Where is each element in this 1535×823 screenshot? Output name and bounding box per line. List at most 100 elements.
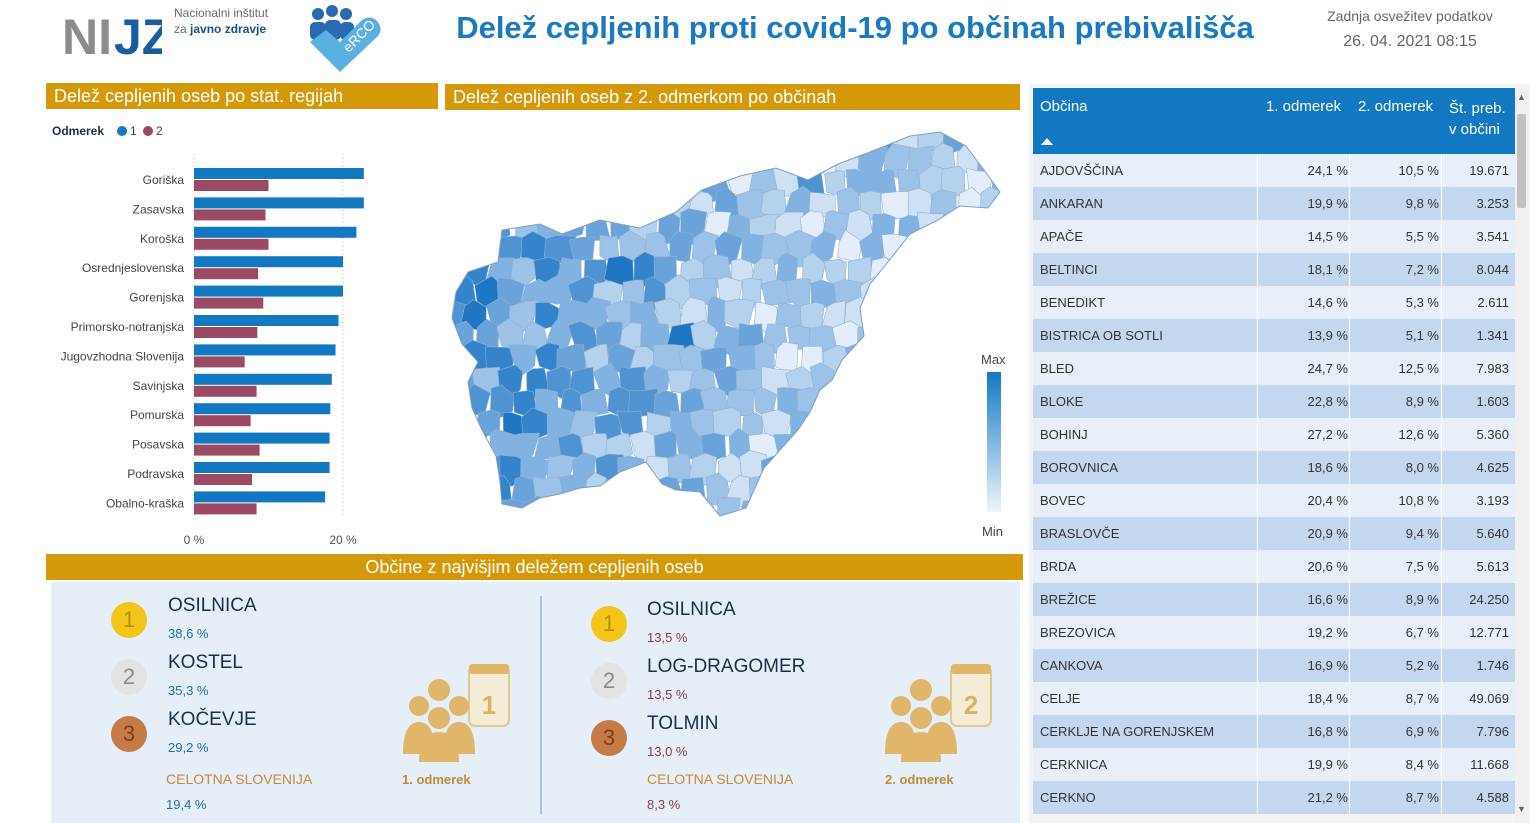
municipality-shape[interactable] <box>882 369 909 396</box>
municipality-shape[interactable] <box>640 186 673 218</box>
municipality-shape[interactable] <box>496 142 522 176</box>
bar-dose1[interactable] <box>194 462 330 473</box>
municipality-shape[interactable] <box>859 454 888 483</box>
table-row[interactable]: CERKNO 21,2 % 8,7 % 4.588 <box>1033 781 1515 814</box>
municipality-shape[interactable] <box>869 517 894 550</box>
municipality-shape[interactable] <box>440 212 465 239</box>
municipality-shape[interactable] <box>905 499 932 525</box>
municipality-shape[interactable] <box>569 186 598 222</box>
municipality-shape[interactable] <box>871 343 897 376</box>
municipality-shape[interactable] <box>618 145 645 181</box>
municipality-shape[interactable] <box>796 123 827 155</box>
municipality-shape[interactable] <box>953 450 982 488</box>
bar-dose1[interactable] <box>194 256 343 268</box>
municipality-shape[interactable] <box>607 522 634 549</box>
municipality-shape[interactable] <box>440 476 467 507</box>
municipality-shape[interactable] <box>946 300 972 329</box>
municipality-shape[interactable] <box>822 476 848 507</box>
municipality-shape[interactable] <box>967 215 996 239</box>
municipality-shape[interactable] <box>785 541 815 552</box>
municipality-shape[interactable] <box>916 211 946 241</box>
scroll-thumb[interactable] <box>1517 114 1526 208</box>
municipality-shape[interactable] <box>787 497 813 527</box>
municipality-shape[interactable] <box>727 126 755 157</box>
municipality-shape[interactable] <box>691 144 720 175</box>
table-row[interactable]: BELTINCI 18,1 % 7,2 % 8.044 <box>1033 253 1515 286</box>
municipality-shape[interactable] <box>593 144 624 179</box>
municipality-shape[interactable] <box>987 298 1020 331</box>
table-row[interactable]: CANKOVA 16,9 % 5,2 % 1.746 <box>1033 649 1515 682</box>
bar-dose1[interactable] <box>194 315 339 326</box>
municipality-shape[interactable] <box>920 257 942 285</box>
regions-bar-chart[interactable]: Odmerek 1 2 0 % 20 % Goriška Zasavska Korošk… <box>46 116 438 552</box>
municipality-shape[interactable] <box>910 320 933 354</box>
municipality-shape[interactable] <box>858 410 888 442</box>
municipality-shape[interactable] <box>904 542 931 552</box>
municipality-shape[interactable] <box>544 494 576 532</box>
municipality-shape[interactable] <box>546 147 570 173</box>
municipality-shape[interactable] <box>559 474 588 509</box>
bar-dose1[interactable] <box>194 491 326 503</box>
municipality-shape[interactable] <box>478 496 504 530</box>
municipality-shape[interactable] <box>654 520 683 552</box>
municipality-shape[interactable] <box>679 476 706 509</box>
municipality-shape[interactable] <box>465 124 492 155</box>
municipality-shape[interactable] <box>898 301 923 333</box>
municipality-shape[interactable] <box>750 521 777 552</box>
bar-dose2[interactable] <box>194 415 251 427</box>
municipality-shape[interactable] <box>940 430 968 465</box>
municipality-shape[interactable] <box>807 410 839 441</box>
municipality-shape[interactable] <box>605 475 636 504</box>
table-row[interactable]: BOVEC 20,4 % 10,8 % 3.193 <box>1033 484 1515 517</box>
bar-dose2[interactable] <box>194 327 258 338</box>
municipality-shape[interactable] <box>1001 495 1020 529</box>
municipality-shape[interactable] <box>930 495 958 525</box>
municipality-shape[interactable] <box>651 120 682 154</box>
municipality-shape[interactable] <box>834 365 861 393</box>
municipality-shape[interactable] <box>894 515 923 551</box>
municipality-shape[interactable] <box>498 543 528 552</box>
bar-dose2[interactable] <box>194 268 259 280</box>
municipality-shape[interactable] <box>940 258 966 287</box>
municipality-shape[interactable] <box>764 545 789 552</box>
municipality-shape[interactable] <box>942 211 970 243</box>
municipality-shape[interactable] <box>664 539 694 552</box>
bar-dose2[interactable] <box>194 385 257 397</box>
municipality-shape[interactable] <box>739 543 767 552</box>
municipality-shape[interactable] <box>561 520 588 550</box>
bar-dose2[interactable] <box>194 180 269 191</box>
municipality-shape[interactable] <box>999 230 1020 267</box>
municipality-shape[interactable] <box>810 146 840 174</box>
table-row[interactable]: BRDA 20,6 % 7,5 % 5.613 <box>1033 550 1515 583</box>
municipality-shape[interactable] <box>510 520 535 548</box>
municipality-shape[interactable] <box>759 494 792 528</box>
municipality-shape[interactable] <box>669 497 695 531</box>
municipality-shape[interactable] <box>965 301 996 329</box>
municipality-shape[interactable] <box>440 518 465 549</box>
municipality-shape[interactable] <box>732 517 753 552</box>
municipality-shape[interactable] <box>942 386 971 418</box>
municipality-shape[interactable] <box>479 541 502 552</box>
municipality-shape[interactable] <box>1005 321 1020 351</box>
municipality-shape[interactable] <box>860 542 884 552</box>
table-header[interactable]: Občina 1. odmerek 2. odmerek Št. preb. v… <box>1033 88 1515 154</box>
table-row[interactable]: ANKARAN 19,9 % 9,8 % 3.253 <box>1033 187 1515 220</box>
municipality-shape[interactable] <box>884 319 910 350</box>
municipality-shape[interactable] <box>929 543 955 552</box>
municipality-shape[interactable] <box>703 127 729 155</box>
table-row[interactable]: CELJE 18,4 % 8,7 % 49.069 <box>1033 682 1515 715</box>
municipality-shape[interactable] <box>796 476 828 504</box>
municipality-shape[interactable] <box>452 147 477 173</box>
municipality-shape[interactable] <box>583 165 607 198</box>
municipality-shape[interactable] <box>822 120 848 152</box>
municipality-shape[interactable] <box>811 538 837 552</box>
municipality-shape[interactable] <box>604 164 633 202</box>
municipality-shape[interactable] <box>952 319 979 356</box>
municipality-shape[interactable] <box>947 473 971 509</box>
municipality-shape[interactable] <box>796 520 826 549</box>
table-row[interactable]: BLED 24,7 % 12,5 % 7.983 <box>1033 352 1515 385</box>
municipality-shape[interactable] <box>894 340 921 379</box>
municipality-shape[interactable] <box>644 494 673 532</box>
municipality-shape[interactable] <box>628 124 660 155</box>
municipality-shape[interactable] <box>931 234 961 267</box>
